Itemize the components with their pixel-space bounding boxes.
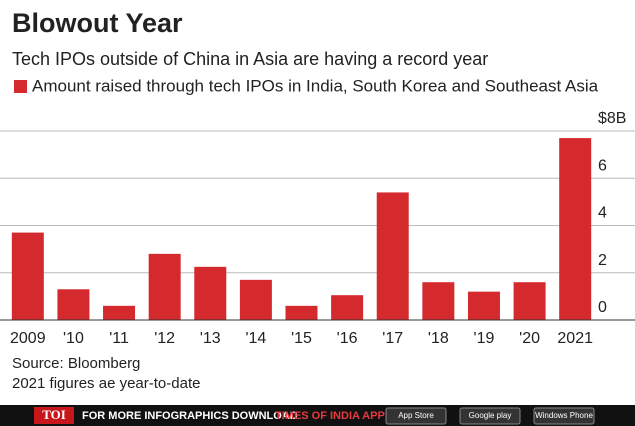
x-tick-label: '14 — [245, 330, 266, 347]
bar — [103, 305, 136, 320]
x-tick-label: '18 — [428, 330, 449, 347]
x-tick-label: '16 — [337, 330, 358, 347]
badge[interactable]: Windows Phone — [535, 411, 593, 420]
legend-swatch — [14, 80, 27, 93]
badge[interactable]: App Store — [398, 411, 434, 420]
bar — [467, 291, 500, 320]
badge-box — [459, 407, 521, 425]
x-tick-label: '17 — [382, 330, 403, 347]
x-tick-label: '10 — [63, 330, 84, 347]
bar — [513, 282, 546, 320]
footer-text: FOR MORE INFOGRAPHICS DOWNLOAD — [82, 410, 298, 422]
bar — [376, 192, 409, 320]
x-tick-label: '11 — [109, 330, 129, 347]
badge-box — [385, 407, 447, 425]
badge[interactable]: Google play — [469, 411, 512, 420]
bar — [148, 253, 181, 320]
y-tick-label: $8B — [598, 110, 626, 127]
bar — [422, 282, 455, 320]
y-tick-label: 6 — [598, 157, 607, 174]
x-tick-label: '15 — [291, 330, 312, 347]
chart-subtitle: Tech IPOs outside of China in Asia are h… — [12, 49, 488, 69]
note: 2021 figures ae year-to-date — [12, 375, 200, 392]
bar — [194, 266, 227, 320]
footer-app: TIMES OF INDIA APP — [275, 410, 385, 422]
x-tick-label: '19 — [474, 330, 495, 347]
x-tick-label: 2021 — [557, 330, 593, 347]
y-tick-label: 0 — [598, 299, 607, 316]
x-tick-label: '13 — [200, 330, 221, 347]
x-tick-label: '12 — [154, 330, 175, 347]
bar — [331, 295, 364, 320]
x-tick-label: 2009 — [10, 330, 46, 347]
chart-title: Blowout Year — [12, 8, 183, 38]
legend-label: Amount raised through tech IPOs in India… — [32, 76, 599, 95]
bar — [11, 232, 44, 320]
footer-logo-box — [34, 407, 74, 424]
bar — [285, 305, 318, 320]
bar — [559, 138, 592, 320]
bar — [57, 289, 90, 320]
footer-logo: TOI — [42, 407, 66, 422]
source: Source: Bloomberg — [12, 355, 140, 372]
badge-box — [533, 407, 595, 425]
y-tick-label: 4 — [598, 205, 607, 222]
y-tick-label: 2 — [598, 252, 607, 269]
x-tick-label: '20 — [519, 330, 540, 347]
bar — [239, 279, 272, 320]
